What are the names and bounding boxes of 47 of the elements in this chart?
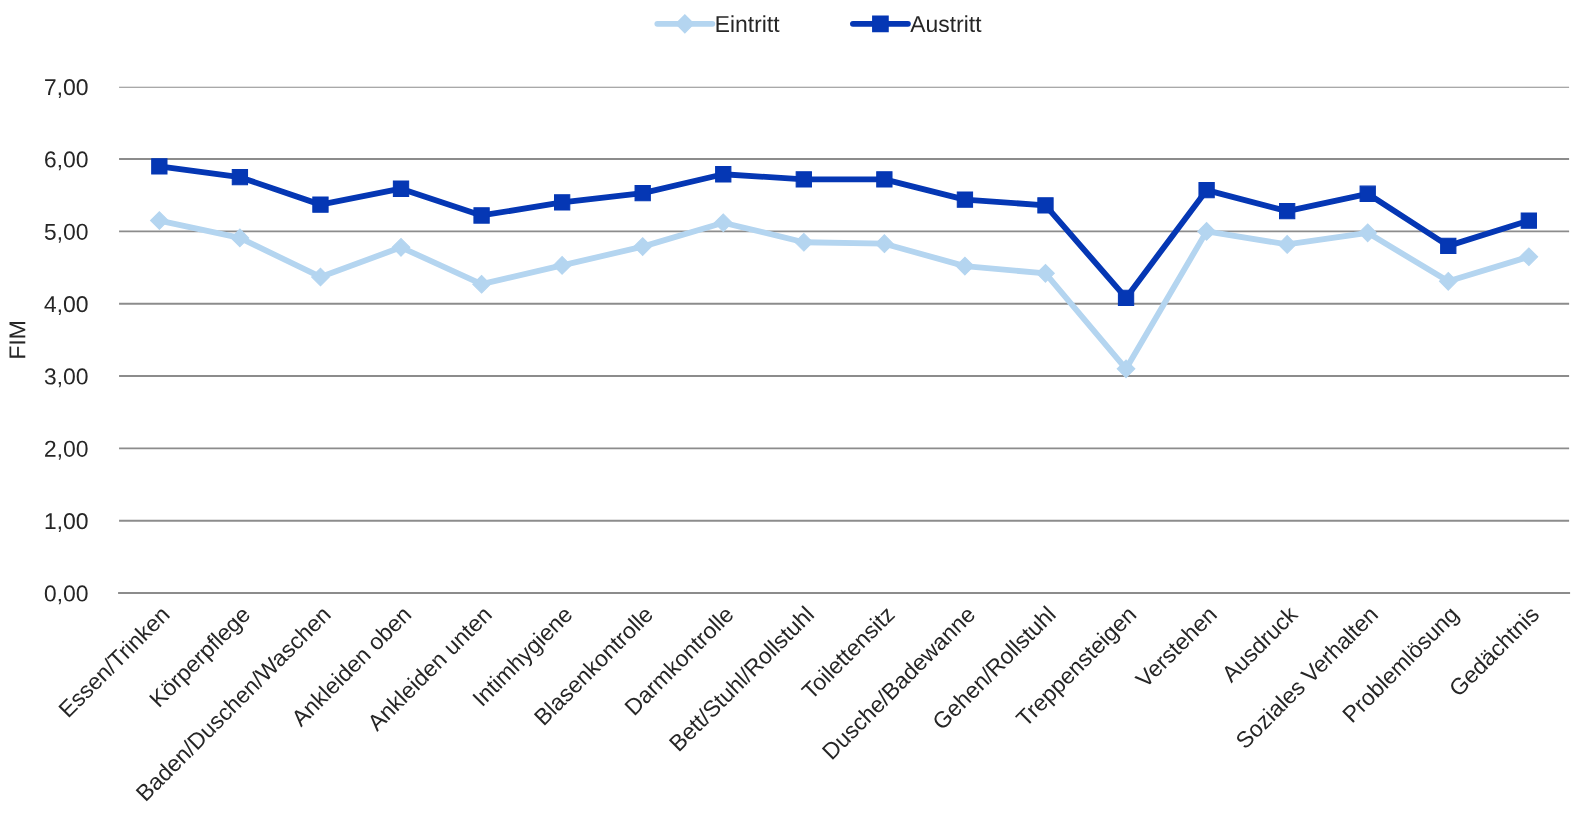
point [876,171,893,188]
point [391,237,411,257]
y-tick-label: 1,00 [45,513,88,532]
point [1277,235,1297,254]
point [1116,359,1136,379]
point [553,194,571,211]
point [1519,247,1539,267]
point [1279,202,1296,220]
point [311,267,330,287]
point [1440,237,1457,255]
point [1117,289,1135,307]
point [956,191,974,208]
point [1520,212,1537,229]
point [794,232,814,252]
point [149,211,169,230]
point [552,256,572,275]
point [392,180,410,197]
legend-label: Eintritt [716,15,780,33]
point [1197,222,1216,241]
y-tick-label: 3,00 [44,368,88,388]
point [312,196,329,213]
legend-label: Austritt [910,15,982,33]
point [151,158,168,175]
point [634,184,651,202]
point [713,213,733,233]
point [1036,263,1055,283]
point [1037,197,1054,214]
point [1358,223,1378,243]
point [875,234,894,254]
y-tick-label: 6,00 [45,151,88,171]
point [795,171,812,188]
y-axis-title: FIM [9,322,26,358]
y-tick-label: 0,00 [44,585,88,605]
y-tick-label: 4,00 [44,296,88,315]
point [955,256,975,276]
point [472,274,491,294]
point [1359,185,1376,202]
point [633,237,653,256]
y-tick-label: 2,00 [45,440,88,460]
point [473,207,490,224]
y-tick-label: 5,00 [44,223,88,243]
point [1438,271,1458,291]
point [231,168,249,186]
point [715,166,732,183]
point [230,228,250,248]
y-tick-label: 7,00 [45,79,88,98]
point [1198,182,1215,199]
